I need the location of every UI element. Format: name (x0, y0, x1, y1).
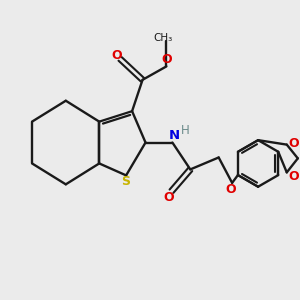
Text: N: N (168, 129, 179, 142)
Text: O: O (162, 53, 172, 66)
Text: O: O (163, 191, 174, 204)
Text: O: O (225, 183, 236, 196)
Text: O: O (288, 136, 298, 150)
Text: H: H (181, 124, 189, 137)
Text: O: O (288, 170, 298, 183)
Text: S: S (121, 175, 130, 188)
Text: O: O (111, 50, 122, 62)
Text: CH₃: CH₃ (154, 33, 173, 43)
